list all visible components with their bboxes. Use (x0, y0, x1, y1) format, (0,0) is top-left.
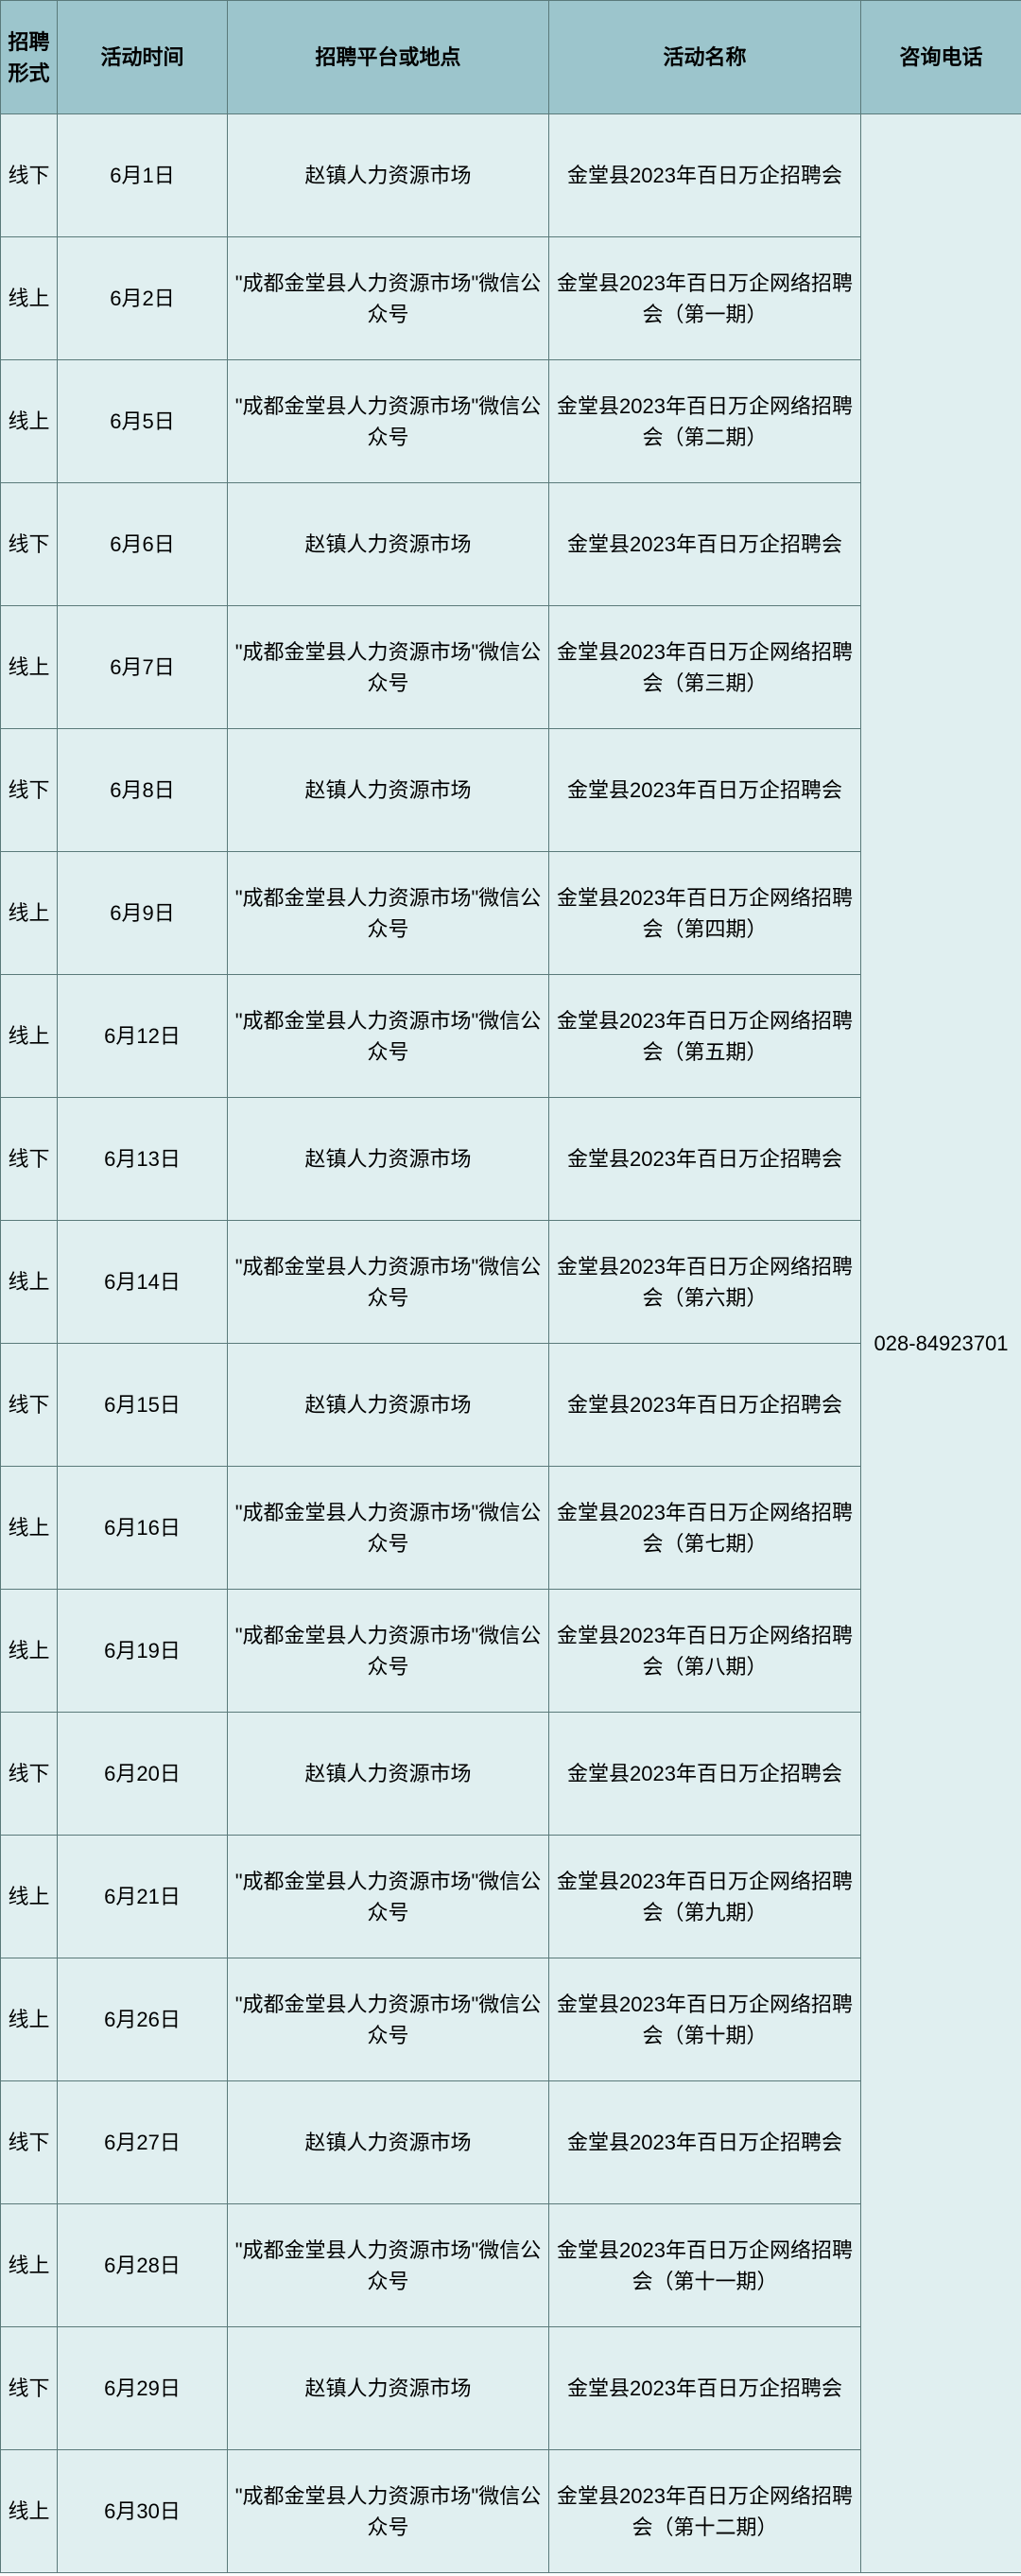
table-body: 线下6月1日赵镇人力资源市场金堂县2023年百日万企招聘会028-8492370… (1, 114, 1021, 2573)
cell-event: 金堂县2023年百日万企网络招聘会（第十期） (549, 1958, 861, 2081)
cell-event: 金堂县2023年百日万企招聘会 (549, 1713, 861, 1836)
cell-event: 金堂县2023年百日万企招聘会 (549, 1098, 861, 1221)
table-header-row: 招聘形式 活动时间 招聘平台或地点 活动名称 咨询电话 (1, 1, 1021, 114)
cell-type: 线上 (1, 1836, 58, 1958)
cell-type: 线上 (1, 2204, 58, 2327)
cell-platform: "成都金堂县人力资源市场"微信公众号 (228, 975, 549, 1098)
cell-type: 线上 (1, 975, 58, 1098)
cell-date: 6月5日 (58, 360, 228, 483)
cell-platform: "成都金堂县人力资源市场"微信公众号 (228, 1958, 549, 2081)
cell-platform: "成都金堂县人力资源市场"微信公众号 (228, 1221, 549, 1344)
cell-event: 金堂县2023年百日万企网络招聘会（第九期） (549, 1836, 861, 1958)
cell-platform: "成都金堂县人力资源市场"微信公众号 (228, 1836, 549, 1958)
cell-date: 6月1日 (58, 114, 228, 237)
cell-event: 金堂县2023年百日万企网络招聘会（第六期） (549, 1221, 861, 1344)
cell-platform: "成都金堂县人力资源市场"微信公众号 (228, 1467, 549, 1590)
cell-event: 金堂县2023年百日万企网络招聘会（第八期） (549, 1590, 861, 1713)
cell-event: 金堂县2023年百日万企网络招聘会（第三期） (549, 606, 861, 729)
cell-platform: "成都金堂县人力资源市场"微信公众号 (228, 237, 549, 360)
cell-date: 6月26日 (58, 1958, 228, 2081)
cell-type: 线下 (1, 1713, 58, 1836)
cell-platform: "成都金堂县人力资源市场"微信公众号 (228, 1590, 549, 1713)
cell-date: 6月9日 (58, 852, 228, 975)
cell-platform: 赵镇人力资源市场 (228, 1098, 549, 1221)
cell-type: 线上 (1, 1221, 58, 1344)
header-platform: 招聘平台或地点 (228, 1, 549, 114)
cell-event: 金堂县2023年百日万企网络招聘会（第十二期） (549, 2450, 861, 2573)
cell-type: 线上 (1, 852, 58, 975)
cell-platform: "成都金堂县人力资源市场"微信公众号 (228, 2450, 549, 2573)
cell-event: 金堂县2023年百日万企招聘会 (549, 483, 861, 606)
cell-contact: 028-84923701 (861, 114, 1021, 2573)
cell-date: 6月20日 (58, 1713, 228, 1836)
cell-type: 线下 (1, 483, 58, 606)
cell-platform: 赵镇人力资源市场 (228, 729, 549, 852)
cell-event: 金堂县2023年百日万企网络招聘会（第二期） (549, 360, 861, 483)
cell-date: 6月28日 (58, 2204, 228, 2327)
cell-type: 线上 (1, 360, 58, 483)
cell-date: 6月8日 (58, 729, 228, 852)
cell-event: 金堂县2023年百日万企招聘会 (549, 2327, 861, 2450)
cell-type: 线上 (1, 1590, 58, 1713)
cell-platform: 赵镇人力资源市场 (228, 2081, 549, 2204)
cell-date: 6月15日 (58, 1344, 228, 1467)
cell-type: 线下 (1, 2081, 58, 2204)
cell-type: 线下 (1, 1344, 58, 1467)
cell-platform: "成都金堂县人力资源市场"微信公众号 (228, 360, 549, 483)
cell-platform: "成都金堂县人力资源市场"微信公众号 (228, 2204, 549, 2327)
cell-type: 线下 (1, 729, 58, 852)
cell-date: 6月29日 (58, 2327, 228, 2450)
cell-date: 6月21日 (58, 1836, 228, 1958)
cell-event: 金堂县2023年百日万企网络招聘会（第一期） (549, 237, 861, 360)
cell-type: 线上 (1, 1467, 58, 1590)
cell-type: 线上 (1, 2450, 58, 2573)
cell-platform: "成都金堂县人力资源市场"微信公众号 (228, 852, 549, 975)
cell-type: 线下 (1, 114, 58, 237)
table-row: 线下6月1日赵镇人力资源市场金堂县2023年百日万企招聘会028-8492370… (1, 114, 1021, 237)
cell-platform: 赵镇人力资源市场 (228, 483, 549, 606)
cell-event: 金堂县2023年百日万企招聘会 (549, 1344, 861, 1467)
cell-date: 6月16日 (58, 1467, 228, 1590)
cell-date: 6月19日 (58, 1590, 228, 1713)
cell-date: 6月6日 (58, 483, 228, 606)
cell-event: 金堂县2023年百日万企网络招聘会（第十一期） (549, 2204, 861, 2327)
cell-type: 线下 (1, 1098, 58, 1221)
cell-platform: 赵镇人力资源市场 (228, 114, 549, 237)
header-type: 招聘形式 (1, 1, 58, 114)
cell-platform: 赵镇人力资源市场 (228, 2327, 549, 2450)
header-contact: 咨询电话 (861, 1, 1021, 114)
cell-date: 6月30日 (58, 2450, 228, 2573)
cell-platform: 赵镇人力资源市场 (228, 1713, 549, 1836)
cell-date: 6月13日 (58, 1098, 228, 1221)
cell-type: 线上 (1, 606, 58, 729)
header-event: 活动名称 (549, 1, 861, 114)
cell-event: 金堂县2023年百日万企网络招聘会（第四期） (549, 852, 861, 975)
cell-event: 金堂县2023年百日万企网络招聘会（第七期） (549, 1467, 861, 1590)
cell-type: 线下 (1, 2327, 58, 2450)
cell-date: 6月7日 (58, 606, 228, 729)
cell-type: 线上 (1, 237, 58, 360)
cell-date: 6月27日 (58, 2081, 228, 2204)
recruitment-schedule-table: 招聘形式 活动时间 招聘平台或地点 活动名称 咨询电话 线下6月1日赵镇人力资源… (0, 0, 1021, 2573)
cell-platform: 赵镇人力资源市场 (228, 1344, 549, 1467)
cell-event: 金堂县2023年百日万企招聘会 (549, 729, 861, 852)
cell-date: 6月14日 (58, 1221, 228, 1344)
cell-event: 金堂县2023年百日万企招聘会 (549, 114, 861, 237)
cell-event: 金堂县2023年百日万企网络招聘会（第五期） (549, 975, 861, 1098)
cell-date: 6月2日 (58, 237, 228, 360)
header-date: 活动时间 (58, 1, 228, 114)
cell-date: 6月12日 (58, 975, 228, 1098)
cell-type: 线上 (1, 1958, 58, 2081)
cell-platform: "成都金堂县人力资源市场"微信公众号 (228, 606, 549, 729)
cell-event: 金堂县2023年百日万企招聘会 (549, 2081, 861, 2204)
